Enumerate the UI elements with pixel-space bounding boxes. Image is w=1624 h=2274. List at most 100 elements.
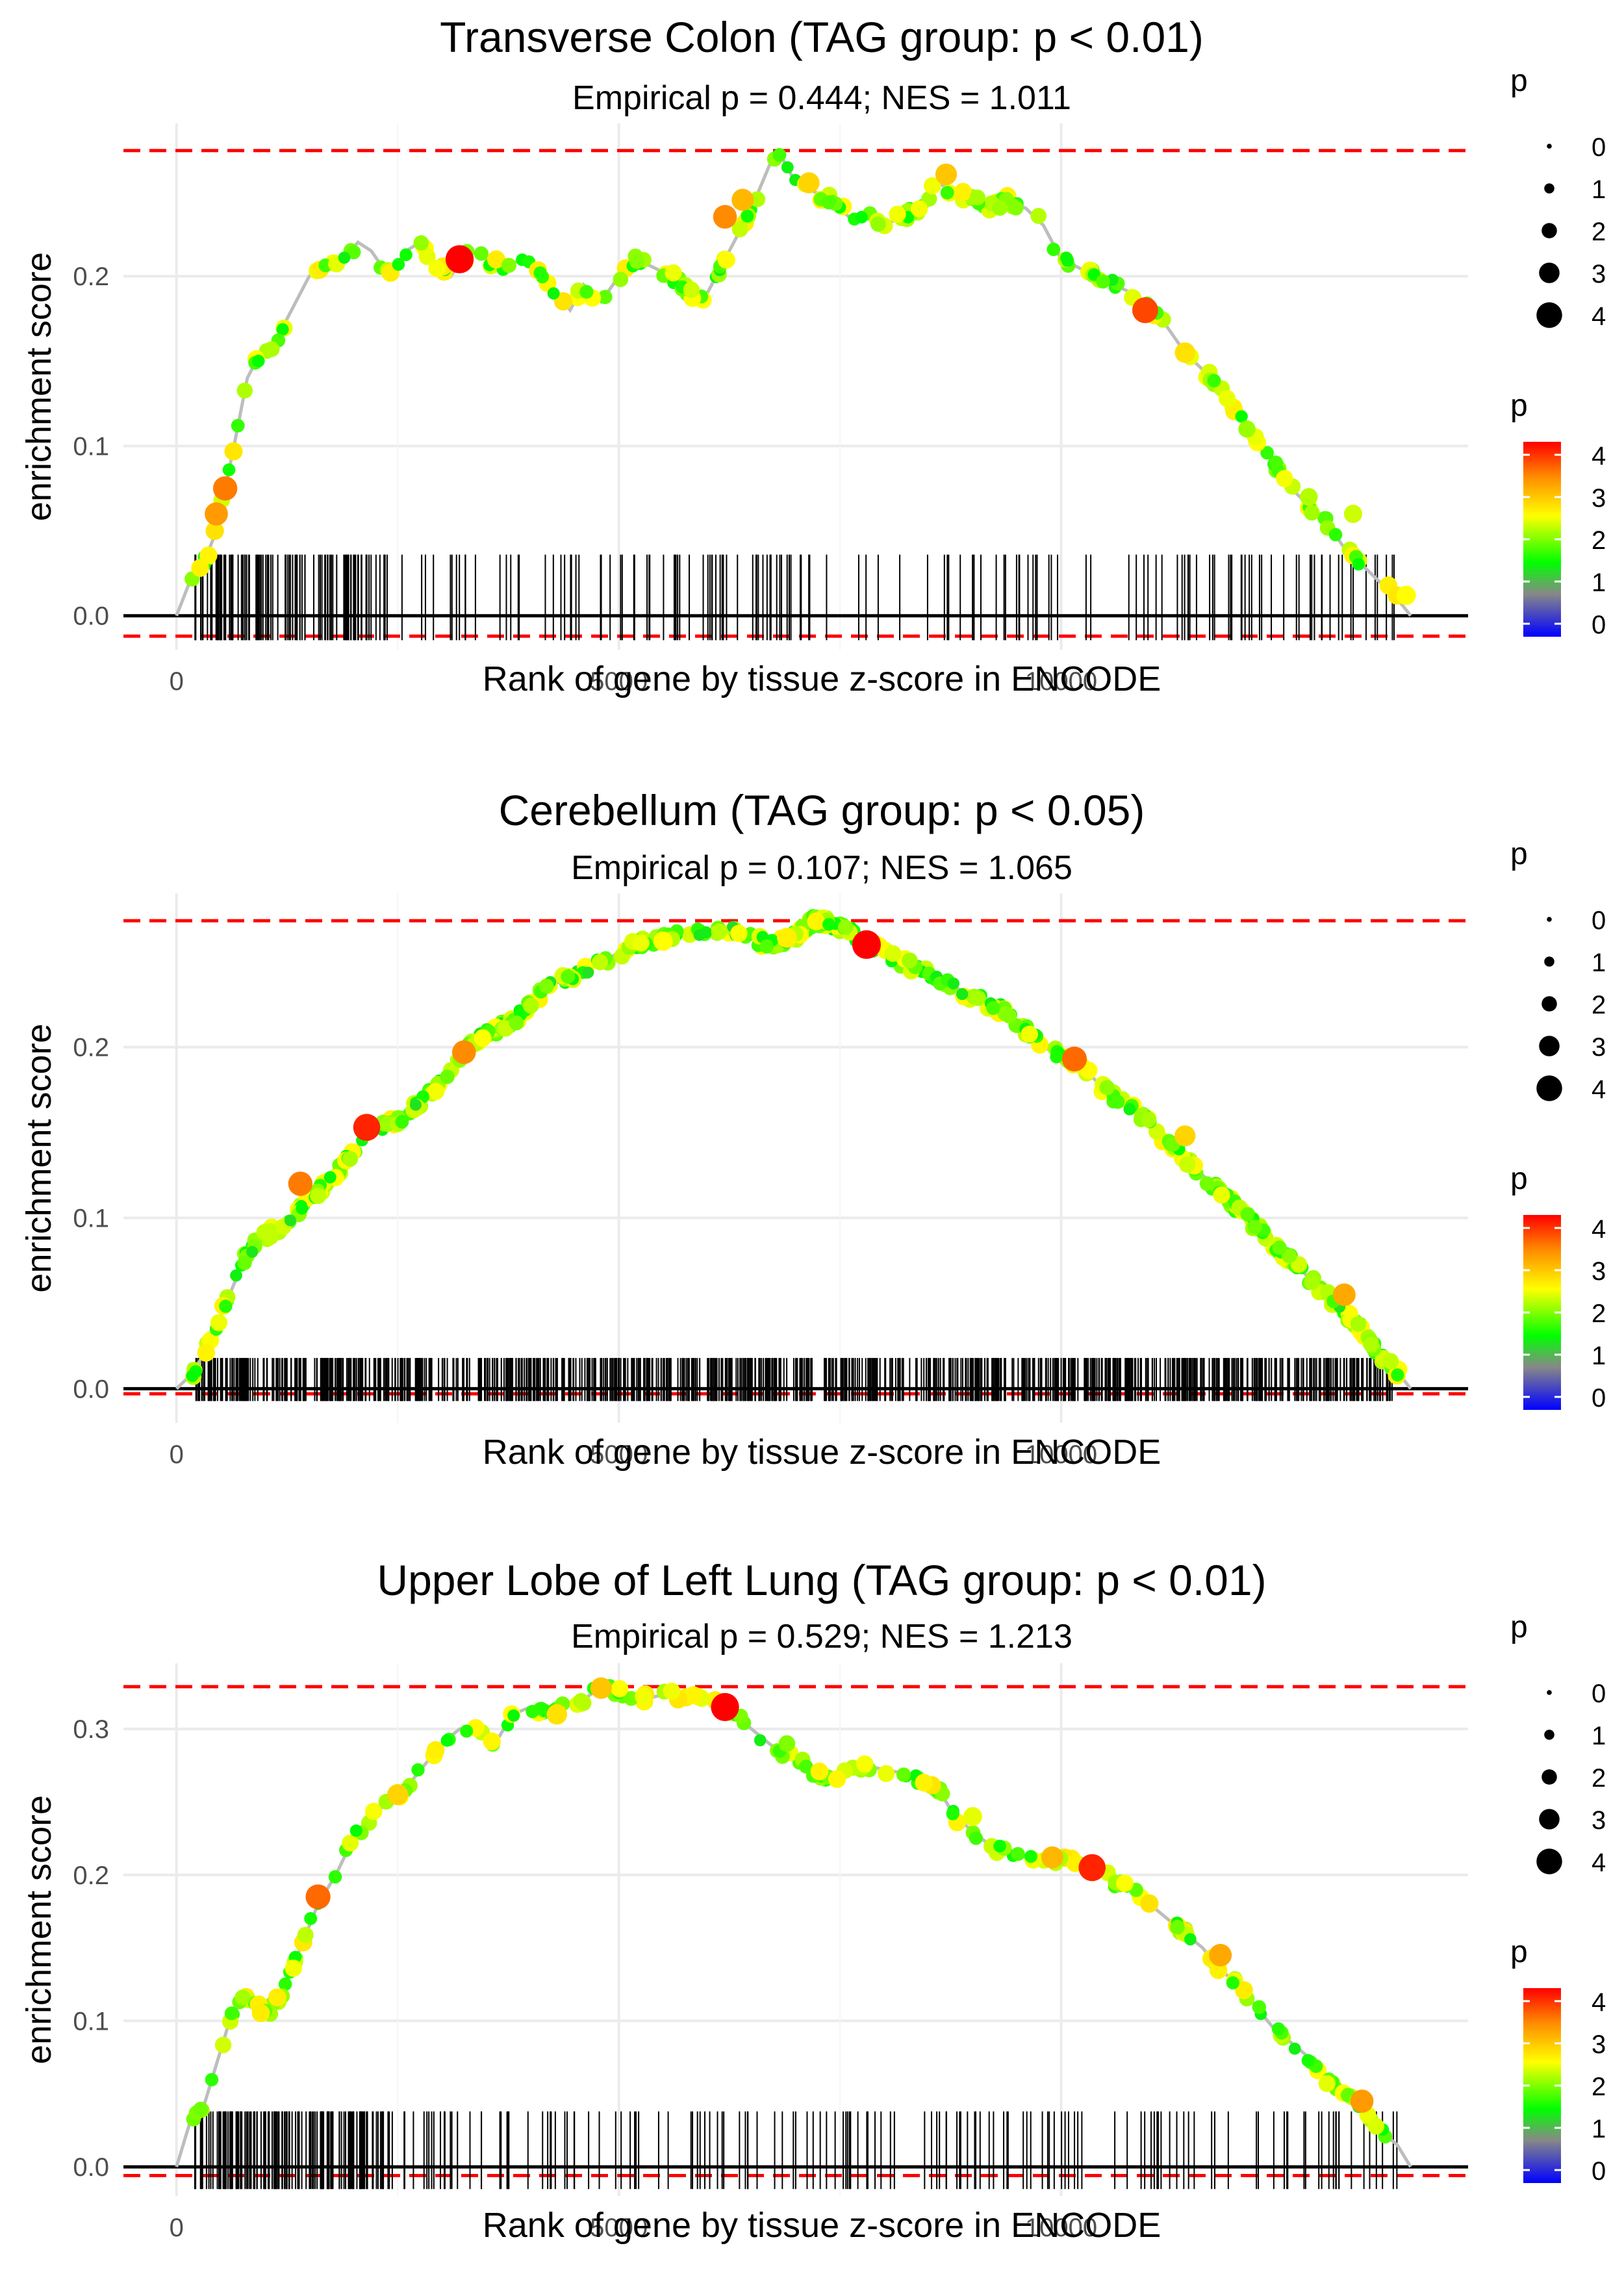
es-point — [1207, 374, 1221, 388]
size-legend-dot — [1539, 1036, 1560, 1056]
es-point — [428, 259, 446, 277]
es-point — [460, 1724, 474, 1738]
es-point — [251, 2004, 270, 2023]
es-point — [1272, 1240, 1287, 1255]
color-legend-label: 1 — [1592, 568, 1606, 597]
size-legend-label: 1 — [1592, 175, 1606, 204]
size-legend-dot — [1547, 1690, 1552, 1695]
es-point — [1218, 390, 1236, 407]
size-legend-dot — [1544, 956, 1554, 967]
es-point — [539, 978, 554, 994]
y-tick-label: 0.2 — [73, 1034, 109, 1062]
es-point — [731, 221, 748, 238]
es-point — [523, 997, 539, 1014]
es-point — [533, 266, 547, 280]
es-point — [611, 1680, 629, 1698]
es-point — [1096, 274, 1110, 289]
es-point — [474, 246, 488, 261]
es-point — [1235, 410, 1248, 423]
x-tick-label: 0 — [170, 2214, 184, 2242]
size-legend-dot — [1536, 1075, 1562, 1101]
panel-3: Upper Lobe of Left Lung (TAG group: p < … — [19, 1556, 1606, 2245]
color-legend-label: 3 — [1592, 1257, 1606, 1286]
size-legend-dot — [1536, 302, 1562, 328]
es-point — [237, 1255, 252, 1270]
es-point — [1352, 557, 1365, 571]
size-legend-label: 1 — [1592, 949, 1606, 977]
es-point — [1304, 505, 1320, 521]
size-legend-label: 0 — [1592, 133, 1606, 162]
x-axis-label: Rank of gene by tissue z-score in ENCODE — [483, 1433, 1161, 1472]
es-point — [1318, 2075, 1336, 2092]
es-point — [501, 257, 516, 273]
size-legend-label: 0 — [1592, 1680, 1606, 1708]
es-point — [579, 285, 594, 299]
size-legend-label: 4 — [1592, 1848, 1606, 1877]
color-legend-label: 4 — [1592, 442, 1606, 470]
size-legend-dot — [1544, 1730, 1554, 1740]
rug-marks — [194, 554, 1395, 641]
es-point — [1226, 1976, 1240, 1990]
color-legend-label: 0 — [1592, 611, 1606, 639]
es-point — [395, 1115, 409, 1129]
es-point — [878, 1765, 895, 1782]
es-point — [440, 1734, 453, 1747]
es-point — [487, 250, 505, 269]
es-point — [807, 912, 825, 930]
size-legend-label: 2 — [1592, 218, 1606, 246]
size-legend-dot — [1547, 144, 1552, 149]
es-point — [711, 923, 728, 940]
rug-marks — [194, 2111, 1398, 2190]
es-point — [483, 1732, 501, 1750]
size-legend-title: p — [1510, 64, 1528, 98]
es-point — [837, 919, 854, 936]
es-point-highlight — [1238, 420, 1256, 438]
es-point — [1140, 1111, 1157, 1127]
color-legend-title: p — [1510, 389, 1528, 423]
es-point — [297, 1926, 314, 1943]
es-point — [856, 1755, 874, 1773]
es-point — [954, 183, 972, 201]
es-point — [224, 2006, 238, 2021]
es-point — [1011, 1846, 1025, 1861]
es-point — [1116, 1874, 1134, 1893]
es-point-highlight — [798, 172, 820, 194]
es-point — [474, 1029, 492, 1047]
panel-1: Transverse Colon (TAG group: p < 0.01) Em… — [19, 13, 1606, 698]
x-tick-label: 10000 — [1025, 1440, 1097, 1469]
es-point — [197, 1344, 216, 1362]
x-tick-label: 0 — [170, 1440, 184, 1469]
es-point-highlight — [778, 1735, 796, 1752]
color-legend-label: 4 — [1592, 1988, 1606, 2017]
size-legend-label: 0 — [1592, 906, 1606, 935]
es-point — [741, 209, 754, 223]
chart-subtitle: Empirical p = 0.529; NES = 1.213 — [571, 1618, 1072, 1655]
es-point — [781, 161, 794, 173]
es-point — [296, 1202, 309, 1215]
size-legend-label: 1 — [1592, 1722, 1606, 1750]
es-point — [284, 1214, 296, 1227]
es-point — [278, 1977, 292, 1991]
es-point — [683, 281, 700, 298]
size-legend-dot — [1547, 917, 1552, 922]
es-point-highlight — [1174, 1125, 1196, 1147]
es-point-highlight — [935, 163, 958, 185]
es-point — [684, 1686, 703, 1704]
es-point — [810, 1762, 829, 1781]
size-legend-dot — [1542, 996, 1557, 1012]
es-point-highlight — [1209, 1943, 1232, 1967]
es-point — [663, 1682, 681, 1700]
es-point — [304, 1911, 318, 1925]
y-tick-label: 0.1 — [73, 2007, 109, 2036]
es-point-highlight — [731, 188, 754, 211]
size-legend-label: 4 — [1592, 302, 1606, 331]
es-point — [219, 1299, 233, 1313]
chart-subtitle: Empirical p = 0.444; NES = 1.011 — [572, 79, 1071, 117]
es-point — [828, 1770, 846, 1788]
es-point — [896, 1767, 911, 1782]
color-legend-label: 2 — [1592, 526, 1606, 555]
es-point — [1367, 2117, 1385, 2135]
x-tick-label: 5000 — [590, 667, 648, 696]
es-point — [509, 1015, 524, 1030]
